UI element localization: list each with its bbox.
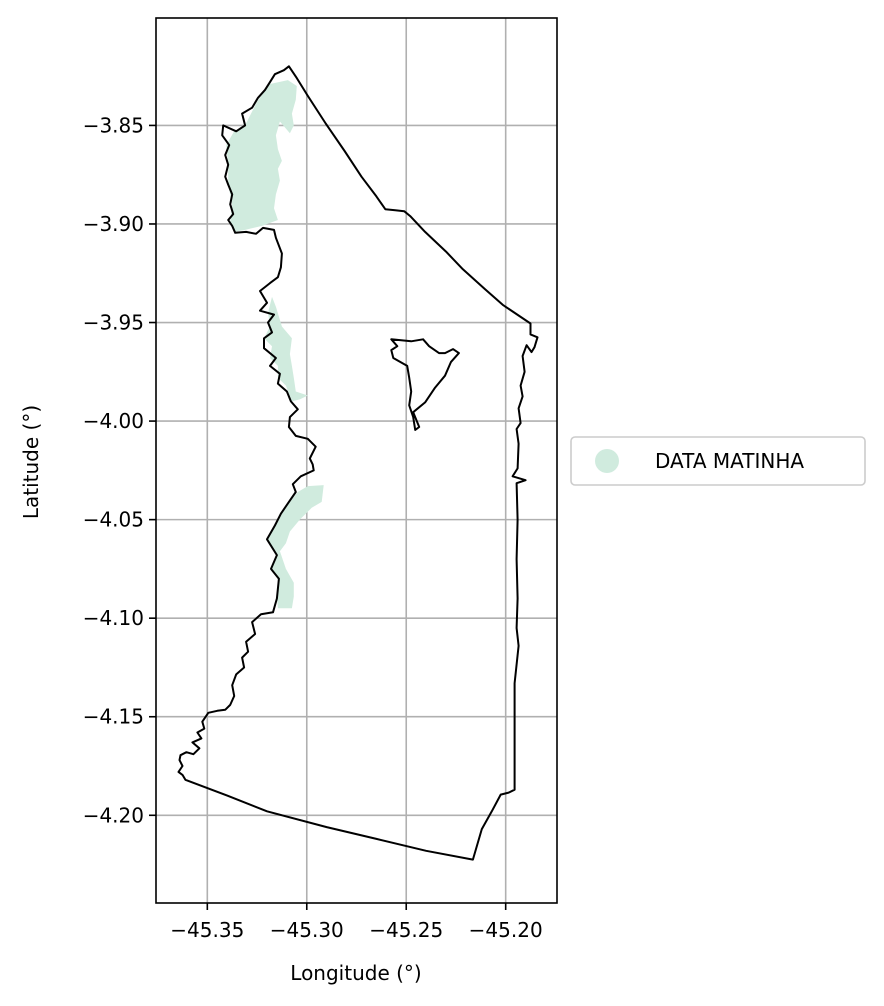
- data-matinha-region-1: [226, 80, 297, 232]
- boundary-outline: [177, 65, 539, 861]
- y-axis-ticks: −3.85 −3.90 −3.95 −4.00 −4.05 −4.10 −4.15 −4.20: [83, 113, 156, 827]
- legend-box: [570, 436, 866, 486]
- y-tick-label: −3.95: [83, 311, 144, 335]
- y-tick-label: −4.15: [83, 705, 144, 729]
- legend: DATA MATINHA: [570, 436, 866, 486]
- legend-label-data-matinha: DATA MATINHA: [655, 449, 804, 473]
- x-tick-label: −45.20: [469, 918, 543, 942]
- plot-frame: [155, 17, 558, 904]
- legend-marker-data-matinha: [595, 449, 619, 473]
- x-tick-label: −45.30: [270, 918, 344, 942]
- y-tick-label: −4.05: [83, 508, 144, 532]
- y-tick-label: −4.00: [83, 409, 144, 433]
- x-axis-ticks: −45.35 −45.30 −45.25 −45.20: [170, 903, 543, 942]
- y-tick-label: −3.90: [83, 212, 144, 236]
- y-tick-label: −3.85: [83, 113, 144, 137]
- x-axis-title: Longitude (°): [290, 961, 421, 985]
- y-tick-label: −4.20: [83, 803, 144, 827]
- gridlines: [156, 18, 557, 903]
- y-axis-title: Latitude (°): [19, 405, 43, 519]
- data-matinha-region-2: [264, 296, 308, 402]
- data-matinha-polygons: [226, 80, 324, 609]
- x-tick-label: −45.35: [170, 918, 244, 942]
- municipality-boundary: [177, 65, 539, 861]
- y-tick-label: −4.10: [83, 606, 144, 630]
- data-matinha-region-3: [268, 485, 324, 609]
- x-tick-label: −45.25: [369, 918, 443, 942]
